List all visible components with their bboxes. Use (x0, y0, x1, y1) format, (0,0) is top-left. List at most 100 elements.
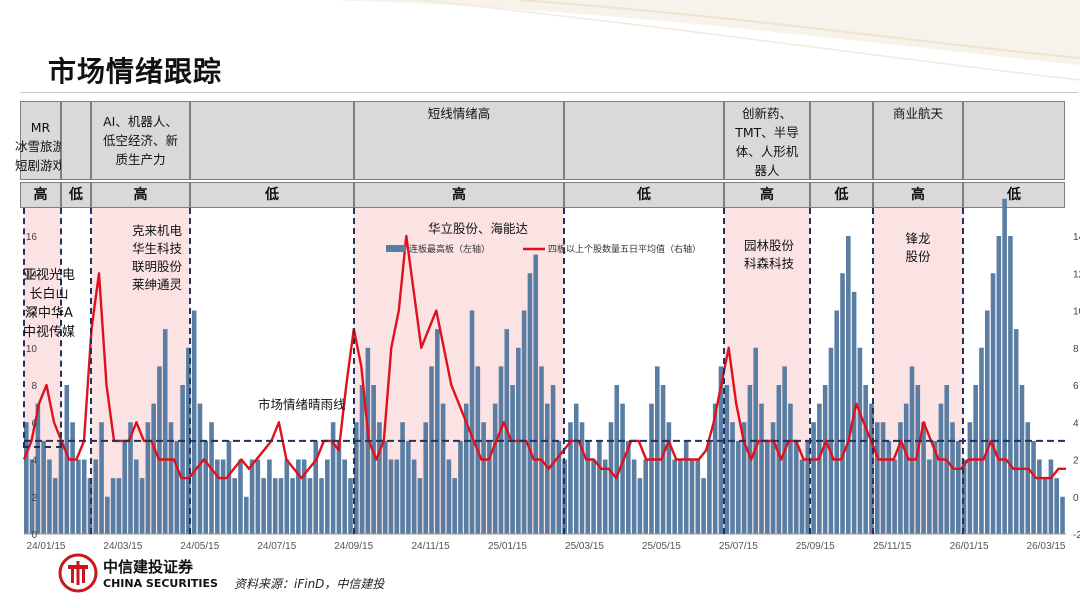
bar-10 (81, 459, 87, 534)
bar-26 (174, 440, 180, 535)
bar-77 (469, 310, 475, 534)
dashed-frame-1 (23, 208, 62, 448)
bar-125 (747, 385, 753, 534)
bar-121 (724, 385, 730, 534)
bar-96 (579, 422, 585, 534)
bar-132 (788, 403, 793, 535)
x-tick-7: 25/03/15 (565, 541, 604, 552)
bar-144 (857, 347, 863, 534)
logo-chinese-name: 中信建投证券 (103, 558, 194, 576)
left-tick-2: 4 (31, 456, 37, 467)
note-seg1-line-1: 亚视光电 (22, 268, 75, 283)
bar-4 (47, 459, 52, 534)
bar-138 (822, 385, 828, 534)
note-seg3-line-2: 华生科技 (131, 241, 182, 256)
note-seg1-line-3: 深中华A (25, 306, 73, 321)
x-tick-9: 25/07/15 (719, 541, 758, 552)
bar-175 (1037, 459, 1042, 534)
bar-37 (238, 459, 243, 534)
bar-14 (105, 496, 110, 534)
right-tick-7: 12 (1073, 269, 1080, 280)
bar-33 (215, 459, 220, 534)
bar-146 (869, 403, 874, 535)
bar-130 (776, 385, 782, 534)
note-seg3-line-4: 莱绅通灵 (131, 277, 182, 292)
note-seg3-stocks: 克来机电 华生科技 联明股份 莱绅通灵 (122, 222, 192, 294)
bar-89 (539, 366, 544, 535)
level-box-4: 低 (190, 182, 354, 208)
bar-87 (527, 273, 533, 534)
bar-128 (764, 440, 770, 535)
bar-137 (817, 403, 822, 535)
x-tick-0: 24/01/15 (27, 541, 66, 552)
dashed-frame-4 (723, 208, 811, 534)
note-seg3-line-1: 克来机电 (131, 223, 182, 238)
bar-102 (614, 385, 620, 534)
bar-8 (70, 422, 75, 534)
bar-92 (556, 440, 562, 535)
bar-43 (272, 478, 278, 535)
bar-48 (301, 459, 307, 534)
bar-60 (371, 385, 376, 534)
x-tick-4: 24/09/15 (334, 541, 373, 552)
bar-161 (956, 440, 961, 535)
legend-bar-swatch (386, 245, 406, 252)
bar-46 (290, 478, 295, 535)
bar-54 (336, 440, 342, 535)
level-box-7: 高 (724, 182, 810, 208)
bar-168 (996, 236, 1002, 534)
theme-3-line-2: 低空经济、新 (102, 133, 178, 148)
bar-118 (707, 440, 712, 535)
bar-52 (325, 459, 330, 534)
bar-16 (116, 478, 122, 535)
x-tick-2: 24/05/15 (180, 541, 219, 552)
bar-57 (353, 422, 359, 534)
x-tick-8: 25/05/15 (642, 541, 681, 552)
bar-170 (1008, 236, 1013, 534)
left-tick-5: 10 (26, 344, 38, 355)
bar-71 (435, 329, 440, 535)
bar-151 (898, 422, 903, 534)
x-tick-13: 26/03/15 (1027, 541, 1066, 552)
bar-106 (637, 478, 643, 535)
right-tick-0: -2 (1073, 530, 1080, 541)
bar-63 (388, 459, 394, 534)
bar-74 (452, 478, 457, 535)
note-seg1-line-2: 长白山 (29, 287, 69, 302)
bar-88 (533, 254, 539, 535)
bar-105 (631, 459, 637, 534)
bar-22 (151, 403, 156, 535)
bar-34 (220, 459, 226, 534)
theme-box-9: 商业航天 (873, 101, 963, 180)
bar-114 (683, 440, 689, 535)
bar-116 (695, 459, 701, 534)
bar-149 (886, 440, 892, 535)
bar-27 (180, 385, 185, 534)
bar-12 (93, 459, 99, 534)
bar-51 (319, 478, 324, 535)
theme-5-line-1: 短线情绪高 (427, 106, 491, 121)
level-box-9: 高 (873, 182, 963, 208)
x-tick-10: 25/09/15 (796, 541, 835, 552)
red-line-series (22, 234, 1066, 480)
bar-3 (41, 440, 46, 535)
bar-13 (99, 422, 104, 534)
level-box-10: 低 (963, 182, 1065, 208)
note-seg7-stocks: 园林股份 科森科技 (734, 237, 804, 273)
bar-129 (770, 422, 776, 534)
note-seg9-line-2: 股份 (905, 249, 931, 264)
right-tick-8: 14 (1073, 232, 1080, 243)
bar-40 (255, 459, 261, 534)
bar-45 (284, 459, 290, 534)
theme-7-line-3: 体、人形机 (735, 144, 799, 159)
bar-65 (400, 422, 405, 534)
level-box-5: 高 (354, 182, 564, 208)
dashed-frame-5 (872, 208, 964, 534)
bar-70 (429, 366, 434, 535)
bar-49 (307, 478, 313, 535)
bar-124 (741, 422, 747, 534)
bar-86 (521, 310, 527, 534)
bar-28 (186, 347, 191, 534)
theme-3-line-1: AI、机器人、 (103, 114, 178, 129)
